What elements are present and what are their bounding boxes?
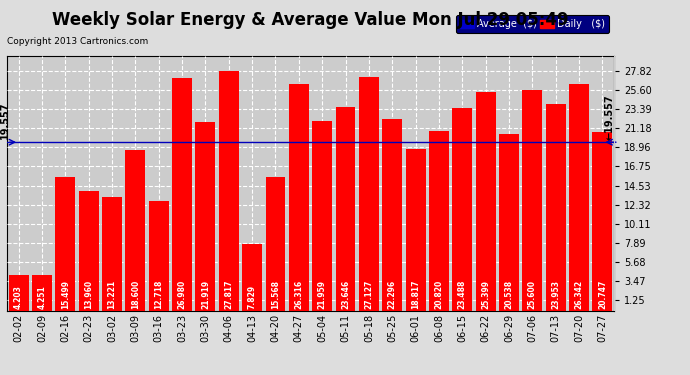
Text: 25.399: 25.399 bbox=[481, 280, 490, 309]
Bar bbox=[335, 107, 355, 311]
Text: Copyright 2013 Cartronics.com: Copyright 2013 Cartronics.com bbox=[7, 38, 148, 46]
Bar bbox=[9, 275, 28, 311]
Text: 23.953: 23.953 bbox=[551, 280, 560, 309]
Bar bbox=[522, 90, 542, 311]
Text: 20.820: 20.820 bbox=[435, 279, 444, 309]
Text: 13.221: 13.221 bbox=[108, 279, 117, 309]
Text: 7.829: 7.829 bbox=[248, 285, 257, 309]
Text: 25.600: 25.600 bbox=[528, 280, 537, 309]
Text: 18.600: 18.600 bbox=[131, 279, 140, 309]
Text: Weekly Solar Energy & Average Value Mon Jul 29 05:49: Weekly Solar Energy & Average Value Mon … bbox=[52, 11, 569, 29]
Bar bbox=[79, 190, 99, 311]
Bar bbox=[195, 122, 215, 311]
Bar bbox=[126, 150, 146, 311]
Text: ←19.557: ←19.557 bbox=[604, 95, 614, 141]
Text: 4.203: 4.203 bbox=[14, 285, 23, 309]
Legend: Average  ($), Daily   ($): Average ($), Daily ($) bbox=[455, 15, 609, 33]
Text: 26.316: 26.316 bbox=[295, 279, 304, 309]
Text: 13.960: 13.960 bbox=[84, 279, 93, 309]
Text: 12.718: 12.718 bbox=[154, 279, 164, 309]
Bar bbox=[546, 104, 566, 311]
Text: 23.488: 23.488 bbox=[457, 279, 467, 309]
Text: 26.342: 26.342 bbox=[575, 279, 584, 309]
Bar bbox=[593, 132, 612, 311]
Text: 19.557: 19.557 bbox=[0, 101, 10, 139]
Bar bbox=[219, 71, 239, 311]
Bar bbox=[242, 244, 262, 311]
Text: 15.568: 15.568 bbox=[271, 280, 280, 309]
Bar bbox=[475, 92, 495, 311]
Bar bbox=[382, 118, 402, 311]
Bar bbox=[429, 131, 449, 311]
Bar bbox=[499, 134, 519, 311]
Text: 23.646: 23.646 bbox=[341, 279, 350, 309]
Bar bbox=[172, 78, 192, 311]
Bar bbox=[289, 84, 308, 311]
Text: 20.538: 20.538 bbox=[504, 279, 513, 309]
Text: 27.127: 27.127 bbox=[364, 279, 373, 309]
Text: 21.959: 21.959 bbox=[317, 280, 326, 309]
Bar bbox=[359, 77, 379, 311]
Bar bbox=[569, 84, 589, 311]
Bar bbox=[55, 177, 75, 311]
Bar bbox=[266, 177, 286, 311]
Bar bbox=[453, 108, 472, 311]
Text: 22.296: 22.296 bbox=[388, 279, 397, 309]
Text: 18.817: 18.817 bbox=[411, 279, 420, 309]
Text: 27.817: 27.817 bbox=[224, 279, 233, 309]
Bar bbox=[313, 122, 332, 311]
Bar bbox=[149, 201, 168, 311]
Bar bbox=[102, 197, 122, 311]
Text: 26.980: 26.980 bbox=[177, 279, 186, 309]
Bar bbox=[32, 274, 52, 311]
Text: 20.747: 20.747 bbox=[598, 279, 607, 309]
Text: 4.251: 4.251 bbox=[37, 285, 46, 309]
Text: 15.499: 15.499 bbox=[61, 280, 70, 309]
Bar bbox=[406, 148, 426, 311]
Text: 21.919: 21.919 bbox=[201, 279, 210, 309]
